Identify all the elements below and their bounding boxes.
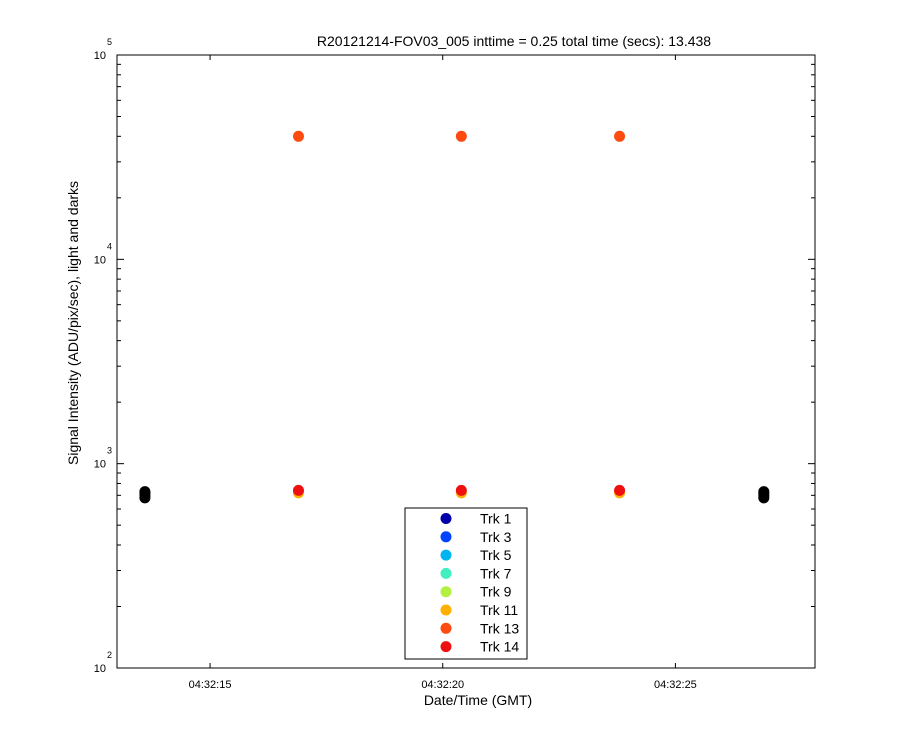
legend-label-trk-14: Trk 14 (480, 639, 519, 655)
legend-label-trk-11: Trk 11 (480, 602, 518, 618)
x-tick-label: 04:32:25 (654, 679, 697, 691)
y-tick-label-exponent: 2 (107, 650, 112, 660)
x-axis-label: Date/Time (GMT) (424, 692, 532, 708)
legend: Trk 1 Trk 3 Trk 5 Trk 7 Trk 9 Trk 11 Trk 13 Trk… (404, 507, 528, 660)
legend-box (404, 507, 528, 660)
y-tick-label-exponent: 4 (107, 241, 112, 251)
chart-title: R20121214-FOV03_005 inttime = 0.25 total… (317, 33, 711, 49)
legend-marker-trk-3 (440, 531, 452, 543)
point-trk-14 (455, 484, 467, 496)
x-tick-label: 04:32:20 (421, 679, 464, 691)
y-tick-label-base: 10 (94, 254, 106, 266)
legend-label-trk-13: Trk 13 (480, 620, 519, 636)
x-tick-label: 04:32:15 (189, 679, 232, 691)
point-trk-13 (455, 130, 467, 142)
legend-marker-trk-5 (440, 549, 452, 561)
y-tick-label-base: 10 (94, 663, 106, 675)
legend-marker-trk-1 (440, 513, 452, 524)
point-trk-14 (292, 484, 304, 496)
legend-marker-trk-7 (440, 567, 452, 579)
legend-label-trk-5: Trk 5 (480, 547, 512, 563)
y-tick-label-exponent: 3 (107, 446, 112, 456)
dark-point (758, 486, 770, 498)
legend-marker-trk-13 (440, 622, 452, 634)
point-trk-13 (292, 130, 304, 142)
dark-point (139, 486, 151, 498)
y-tick-label-base: 10 (94, 459, 106, 471)
y-tick-label-exponent: 5 (107, 37, 112, 47)
legend-label-trk-3: Trk 3 (480, 529, 512, 545)
y-axis-label: Signal Intensity (ADU/pix/sec), light an… (65, 181, 81, 465)
y-tick-label-base: 10 (94, 50, 106, 62)
point-trk-14 (614, 484, 626, 496)
legend-marker-trk-11 (440, 604, 452, 616)
data-points (139, 130, 770, 504)
legend-marker-trk-14 (440, 641, 452, 653)
legend-label-trk-9: Trk 9 (480, 584, 512, 600)
legend-label-trk-1: Trk 1 (480, 511, 512, 527)
legend-label-trk-7: Trk 7 (480, 565, 512, 581)
legend-marker-trk-9 (440, 586, 452, 598)
point-trk-13 (614, 130, 626, 142)
